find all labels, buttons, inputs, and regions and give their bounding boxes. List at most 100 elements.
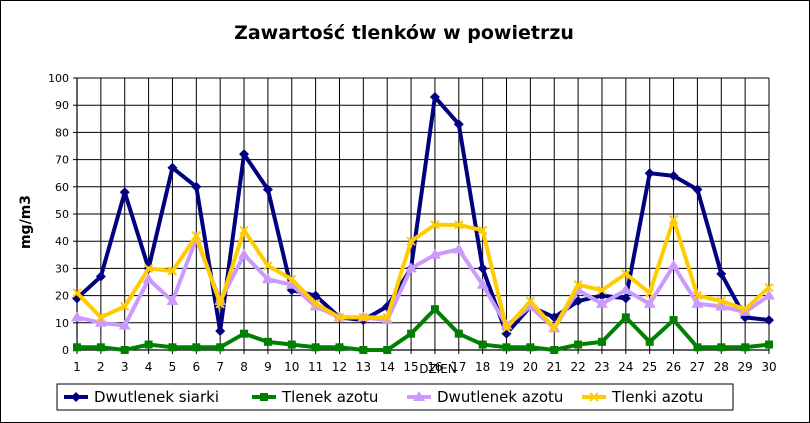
legend-box [56, 383, 734, 411]
series-1-point-28 [716, 268, 727, 279]
series-1-point-27 [692, 184, 703, 195]
x-tick-label-7: 7 [216, 360, 224, 374]
series-2-point-15 [407, 329, 416, 338]
chart-title: Zawartość tlenków w powietrzu [234, 22, 574, 44]
legend-item-3-label: Dwutlenek azotu [437, 388, 563, 406]
x-tick-label-29: 29 [737, 360, 752, 374]
x-tick-label-3: 3 [121, 360, 129, 374]
series-3-point-20 [524, 300, 537, 311]
series-4-point-27 [692, 290, 703, 301]
y-tick-label-50: 50 [55, 208, 69, 221]
series-3-point-1 [71, 311, 83, 322]
series-4-point-1 [72, 288, 82, 298]
series-2-point-12 [335, 343, 344, 352]
series-2-point-11 [311, 343, 320, 352]
series-2-point-23 [597, 337, 606, 346]
x-tick-label-8: 8 [240, 360, 248, 374]
series-3-point-3 [118, 319, 131, 330]
x-tick-label-13: 13 [356, 360, 371, 374]
x-tick-label-22: 22 [570, 360, 585, 374]
series-4-point-23 [597, 285, 607, 295]
x-tick-label-14: 14 [380, 360, 395, 374]
series-4-point-9 [263, 260, 273, 271]
x-tick-label-16: 16 [427, 360, 442, 374]
series-3-point-18 [476, 278, 489, 289]
legend-item-3-swatch-marker [413, 391, 425, 401]
series-2-point-1 [73, 343, 81, 352]
series-3-point-24 [619, 284, 632, 295]
series-2-point-9 [263, 337, 272, 346]
legend: Dwutlenek siarki Tlenek azotu Dwutlenek az… [56, 383, 734, 411]
x-tick-label-15: 15 [403, 360, 418, 374]
series-1-point-24 [620, 293, 631, 304]
series-2-point-3 [120, 346, 129, 354]
legend-item-4-swatch-marker [589, 392, 599, 402]
series-2-point-8 [240, 329, 249, 338]
series-4-point-15 [406, 236, 416, 246]
series-2-point-24 [621, 313, 630, 322]
series-3-point-4 [142, 273, 155, 284]
series-4-point-10 [287, 274, 297, 284]
series-4-point-19 [501, 323, 512, 333]
series-2-point-4 [144, 340, 153, 349]
x-tick-label-23: 23 [594, 360, 609, 374]
series-4-point-12 [334, 312, 345, 323]
series-2-point-5 [168, 343, 177, 352]
series-2-point-14 [383, 346, 392, 354]
series-4-point-11 [310, 299, 321, 309]
series-4-point-7 [215, 299, 225, 309]
series-2-point-25 [645, 337, 654, 346]
series-2-point-26 [669, 316, 678, 325]
y-tick-label-70: 70 [55, 154, 69, 167]
legend-item-4-label: Tlenki azotu [611, 388, 703, 406]
series-3-point-30 [763, 289, 775, 300]
series-4-point-14 [382, 312, 392, 323]
series-2-point-30 [765, 340, 773, 349]
y-axis-title: mg/m3 [18, 195, 34, 249]
series-3-line [76, 236, 771, 331]
series-2-point-27 [693, 343, 702, 352]
series-3-point-8 [238, 248, 251, 259]
x-tick-label-21: 21 [547, 360, 562, 374]
x-tick-label-24: 24 [618, 360, 633, 374]
x-tick-label-4: 4 [145, 360, 153, 374]
series-4-point-4 [143, 263, 154, 274]
series-2-point-10 [287, 340, 296, 349]
y-tick-label-30: 30 [55, 262, 69, 275]
series-3-point-23 [595, 297, 608, 308]
series-1-point-5 [167, 162, 178, 173]
x-tick-label-26: 26 [666, 360, 681, 374]
series-4-point-28 [716, 296, 726, 306]
series-4-point-29 [740, 304, 750, 314]
series-4-point-30 [764, 282, 774, 293]
series-4-point-2 [96, 312, 106, 323]
legend-item-1-swatch-marker [71, 392, 81, 402]
series-1-point-3 [119, 187, 130, 198]
series-1-point-17 [453, 119, 464, 130]
series-4-point-24 [621, 269, 631, 279]
series-1-point-22 [573, 296, 584, 307]
y-tick-label-10: 10 [55, 317, 69, 330]
series-1-point-7 [215, 325, 226, 336]
series-2-point-21 [550, 346, 559, 354]
series-3-point-25 [643, 297, 656, 308]
y-tick-label-40: 40 [55, 235, 69, 248]
series-1-point-8 [239, 149, 250, 160]
series-2-point-17 [454, 329, 463, 338]
series-1-point-6 [191, 181, 202, 192]
series-3-point-26 [667, 259, 680, 270]
x-axis-title: DZIEŃ [419, 361, 457, 376]
series-3-point-28 [715, 300, 728, 311]
series-2-point-28 [717, 343, 726, 352]
series-4-point-13 [358, 312, 369, 323]
series-4-point-6 [191, 231, 202, 241]
series-4-point-26 [668, 214, 679, 225]
y-tick-label-100: 100 [48, 72, 69, 85]
legend-item-2-label: Tlenek azotu [281, 388, 378, 406]
series-1-point-11 [310, 290, 321, 301]
series-4-point-22 [573, 280, 583, 290]
y-tick-label-80: 80 [55, 126, 69, 139]
